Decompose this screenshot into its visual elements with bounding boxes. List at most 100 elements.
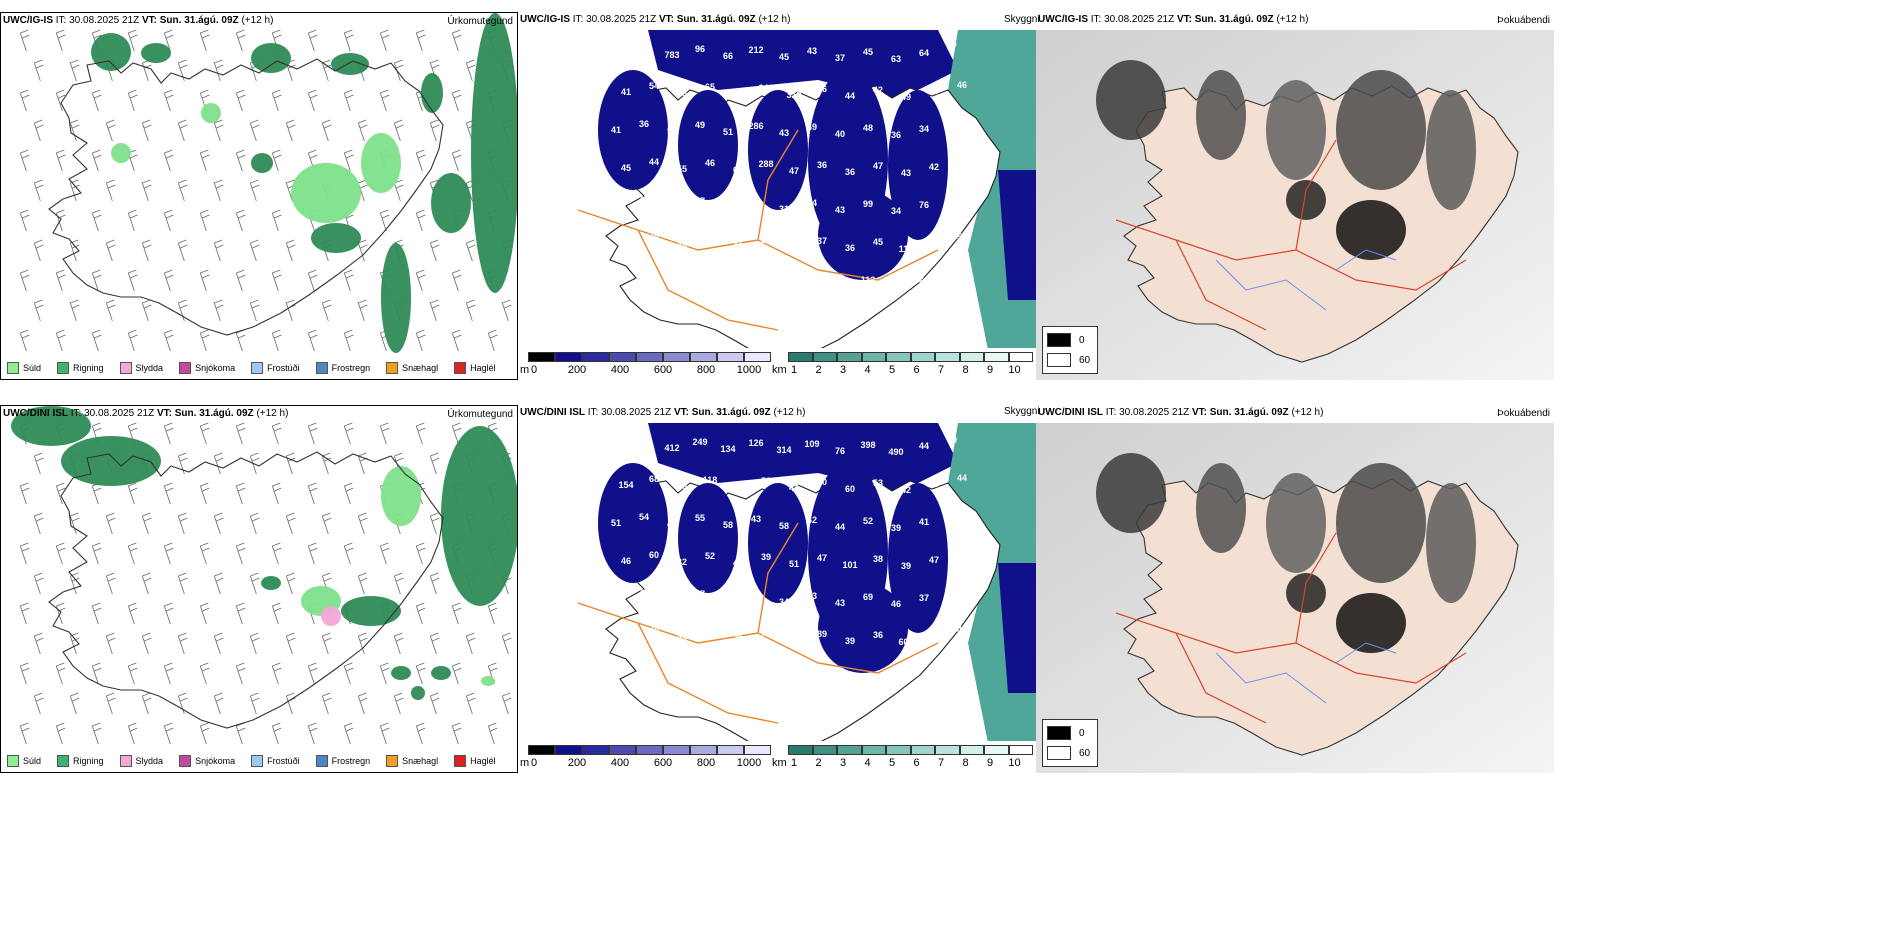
precip-title-bottom: UWC/DINI ISL IT: 30.08.2025 21Z VT: Sun.…: [3, 408, 289, 419]
legend-label: Snjókoma: [195, 363, 236, 373]
wind-barb-icon: [199, 269, 210, 292]
cloud-base-value: 57: [789, 242, 799, 252]
cloud-base-value: 31: [779, 204, 789, 214]
cloud-base-value: 44: [957, 473, 967, 483]
km-scale-tick: 5: [888, 364, 896, 376]
cloud-base-value: 48: [947, 511, 957, 521]
wind-barb-icon: [127, 29, 138, 52]
legend-item-slydda: Slydda: [119, 755, 163, 767]
cloud-base-value: 59: [593, 549, 603, 559]
cloud-base-value: 39: [891, 523, 901, 533]
wind-barb-icon: [465, 239, 476, 262]
wind-barb-icon: [177, 239, 188, 262]
wind-barb-icon: [235, 329, 246, 352]
cloud-base-value: 36: [845, 243, 855, 253]
wind-barb-icon: [199, 149, 210, 172]
cloud-base-value: 34: [761, 235, 771, 245]
cloud-base-value: 43: [901, 168, 911, 178]
wind-barb-icon: [69, 59, 80, 82]
wind-barb-icon: [343, 89, 354, 112]
cloud-base-value: 47: [929, 555, 939, 565]
fog-area: [1096, 453, 1166, 533]
wind-barb-icon: [415, 422, 426, 445]
wind-barb-icon: [235, 209, 246, 232]
wind-barb-icon: [235, 542, 246, 565]
km-scale-swatch: [886, 352, 911, 362]
height-scale-unit: m: [520, 364, 530, 376]
km-scale-tick: 4: [864, 364, 871, 376]
cloud-base-value: 45: [677, 481, 687, 491]
wind-barb-icon: [429, 452, 440, 475]
cloud-base-value: 288: [758, 159, 773, 169]
cloud-base-value: 41: [621, 87, 631, 97]
legend-label: Frostregn: [331, 363, 371, 373]
wind-barb-icon: [249, 572, 260, 595]
legend-swatch: [119, 755, 132, 767]
wind-barb-icon: [141, 299, 152, 322]
wind-barb-icon: [451, 149, 462, 172]
legend-label: Frostúði: [267, 363, 300, 373]
wind-barb-icon: [19, 662, 30, 685]
wind-barb-icon: [307, 542, 318, 565]
legend-swatch: [7, 362, 19, 374]
cloud-base-value: 46: [733, 558, 743, 568]
wind-barb-icon: [285, 692, 296, 715]
fog-legend-label-60: 60: [1079, 747, 1091, 759]
km-scale-tick: 1: [790, 757, 798, 769]
cloud-base-value: 37: [583, 663, 593, 673]
wind-barb-icon: [271, 209, 282, 232]
wind-barb-icon: [249, 632, 260, 655]
wind-barb-icon: [235, 29, 246, 52]
wind-barb-icon: [307, 662, 318, 685]
fog-legend-swatch-60: [1047, 746, 1071, 760]
precip-area: [11, 406, 91, 446]
cloud-base-value: 49: [901, 92, 911, 102]
km-scale-swatch: [935, 745, 960, 755]
wind-barb-icon: [199, 209, 210, 232]
cloud-base-value: 54: [639, 512, 649, 522]
height-scale-tick: 800: [696, 364, 716, 376]
wind-barb-icon: [235, 602, 246, 625]
wind-barb-icon: [33, 572, 44, 595]
km-scale-tick: 7: [937, 757, 945, 769]
legend-label: Frostregn: [331, 756, 371, 766]
iceland-outline: [48, 451, 444, 729]
cloud-base-value: 47: [789, 166, 799, 176]
cloud-base-value: 38: [611, 670, 621, 680]
cloud-base-value: 52: [863, 516, 873, 526]
cloud-scale-bottom: m 0 200 400 600 800 1000 km 1 2 3 4 5 6 7 8 9 10: [518, 741, 1036, 773]
wind-barb-icon: [321, 299, 332, 322]
wind-barb-icon: [321, 512, 332, 535]
cloud-base-value: 45: [583, 587, 593, 597]
km-scale-swatch: [910, 352, 935, 362]
fog-area: [1286, 180, 1326, 220]
cloud-base-value: 48: [751, 197, 761, 207]
legend-swatch: [454, 362, 467, 374]
wind-barb-icon: [91, 662, 102, 685]
river-line: [1215, 249, 1397, 311]
cloud-base-value: 37: [611, 594, 621, 604]
cloud-base-value: 44: [919, 441, 929, 451]
height-scale-tick: 0: [530, 757, 538, 769]
wind-barb-icon: [199, 482, 210, 505]
wind-barb-icon: [357, 572, 368, 595]
precip-area: [341, 596, 401, 626]
wind-barb-icon: [127, 722, 138, 745]
cloud-base-value: 55: [957, 156, 967, 166]
wind-barb-icon: [285, 572, 296, 595]
wind-barb-icon: [141, 119, 152, 142]
height-scale-swatch: [690, 352, 717, 362]
fog-area: [1266, 80, 1326, 180]
cloud-base-value: 39: [845, 636, 855, 646]
wind-barb-icon: [55, 329, 66, 352]
precip-area: [111, 143, 131, 163]
legend-item-snjókoma: Snjókoma: [179, 755, 235, 767]
cloud-base-value: 34: [779, 597, 789, 607]
wind-barb-icon: [91, 602, 102, 625]
wind-barb-icon: [33, 299, 44, 322]
cloud-base-value: 53: [891, 282, 901, 292]
fog-area: [1286, 573, 1326, 613]
cloud-base-value: 43: [947, 194, 957, 204]
km-scale-swatch: [1008, 352, 1033, 362]
wind-barb-icon: [393, 632, 404, 655]
